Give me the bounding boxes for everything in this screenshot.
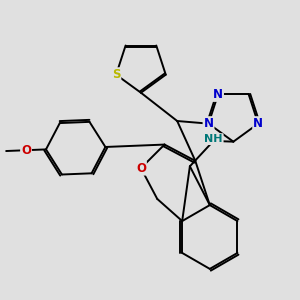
Text: N: N [253,117,263,130]
Text: N: N [203,117,214,130]
Text: NH: NH [204,134,223,144]
Text: S: S [112,68,120,81]
Text: O: O [136,162,146,175]
Text: O: O [21,144,31,157]
Text: N: N [213,88,223,101]
